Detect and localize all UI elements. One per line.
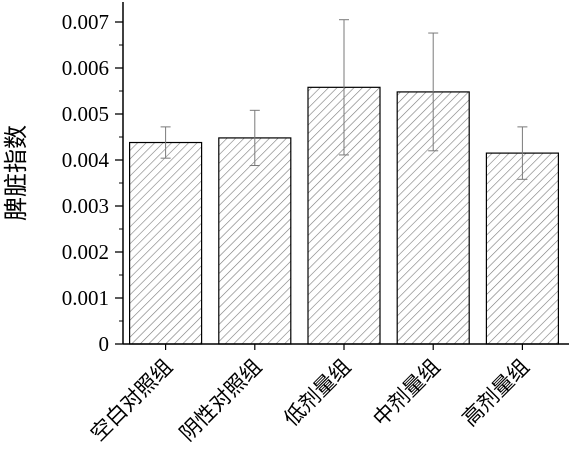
y-tick-label: 0.007 <box>62 10 109 34</box>
bar-2 <box>218 137 292 345</box>
y-axis-title: 脾脏指数 <box>2 125 30 221</box>
y-tick-label: 0.006 <box>62 56 109 80</box>
error-bar-4 <box>428 32 439 152</box>
y-tick-label: 0 <box>99 332 110 356</box>
error-bars-layer <box>160 19 528 180</box>
bar-5 <box>485 152 559 345</box>
error-bar-5 <box>517 126 528 180</box>
x-tick-label: 阴性对照组 <box>175 355 266 446</box>
x-tick-label: 空白对照组 <box>86 355 177 446</box>
y-tick-label: 0.003 <box>62 194 109 218</box>
error-bar-3 <box>339 19 349 156</box>
x-tick-label: 中剂量组 <box>368 355 444 431</box>
axes-layer <box>115 2 569 350</box>
y-tick-label: 0.004 <box>62 148 110 172</box>
x-tick-label: 低剂量组 <box>279 355 355 431</box>
y-tick-label: 0.005 <box>62 102 109 126</box>
y-tick-label: 0.002 <box>62 240 109 264</box>
y-tick-label: 0.001 <box>62 286 109 310</box>
x-tick-label: 高剂量组 <box>458 355 534 431</box>
error-bar-1 <box>160 126 171 159</box>
error-bar-2 <box>249 109 260 167</box>
bar-1 <box>129 141 203 345</box>
